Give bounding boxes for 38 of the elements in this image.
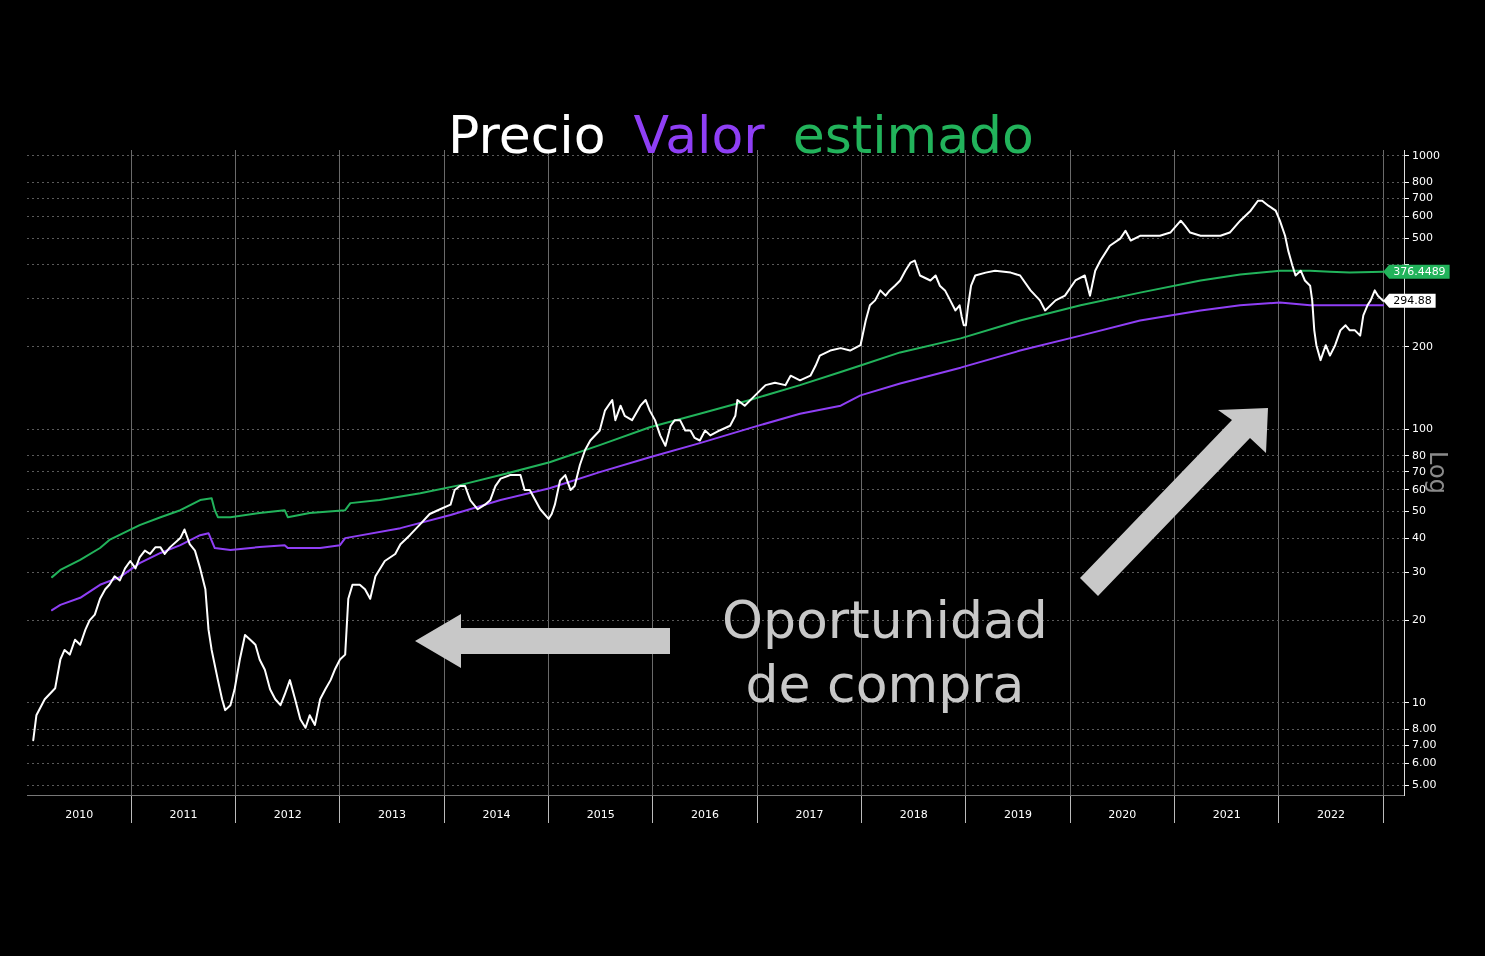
x-tick-label: 2017 [795,808,824,822]
x-tick-label: 2018 [899,808,928,822]
y-tick-label: 60 [1412,482,1426,496]
x-tick-label: 2012 [273,808,302,822]
y-tick-label: 8.00 [1412,722,1437,736]
y-tick-label: 70 [1412,464,1426,478]
y-tick-label: 1000 [1412,148,1440,162]
y-tick-label: 80 [1412,448,1426,462]
y-tick-label: 100 [1412,422,1433,436]
y-tick-label: 800 [1412,175,1433,189]
x-tick-label: 2010 [65,808,94,822]
y-tick-label: 6.00 [1412,756,1437,770]
x-tick-label: 2020 [1108,808,1137,822]
y-tick-label: 30 [1412,565,1426,579]
y-tick-label: 500 [1412,230,1433,244]
y-tick-label: 10 [1412,695,1426,709]
y-tick-label: 600 [1412,209,1433,223]
y-tick-label: 200 [1412,339,1433,353]
text: Precio [448,105,606,165]
x-tick-label: 2015 [586,808,615,822]
y-tick-label: 5.00 [1412,777,1437,791]
annotation: 376.4489 [1393,265,1446,279]
y-tick-label: 20 [1412,613,1426,627]
y-tick-label: 7.00 [1412,737,1437,751]
y-tick-label: 50 [1412,504,1426,518]
x-tick-label: 2021 [1212,808,1241,822]
x-tick-label: 2014 [482,808,511,822]
y-tick-label: 40 [1412,530,1426,544]
x-tick-label: 2011 [169,808,198,822]
annotation: Oportunidad de compra [721,589,1049,716]
text: Valor [633,105,765,165]
x-tick-label: 2016 [691,808,720,822]
x-tick-label: 2022 [1316,808,1345,822]
x-tick-label: 2019 [1004,808,1033,822]
annotation: 294.88 [1393,294,1432,308]
text: estimado [792,105,1034,165]
y-tick-label: 700 [1412,191,1433,205]
x-tick-label: 2013 [378,808,407,822]
